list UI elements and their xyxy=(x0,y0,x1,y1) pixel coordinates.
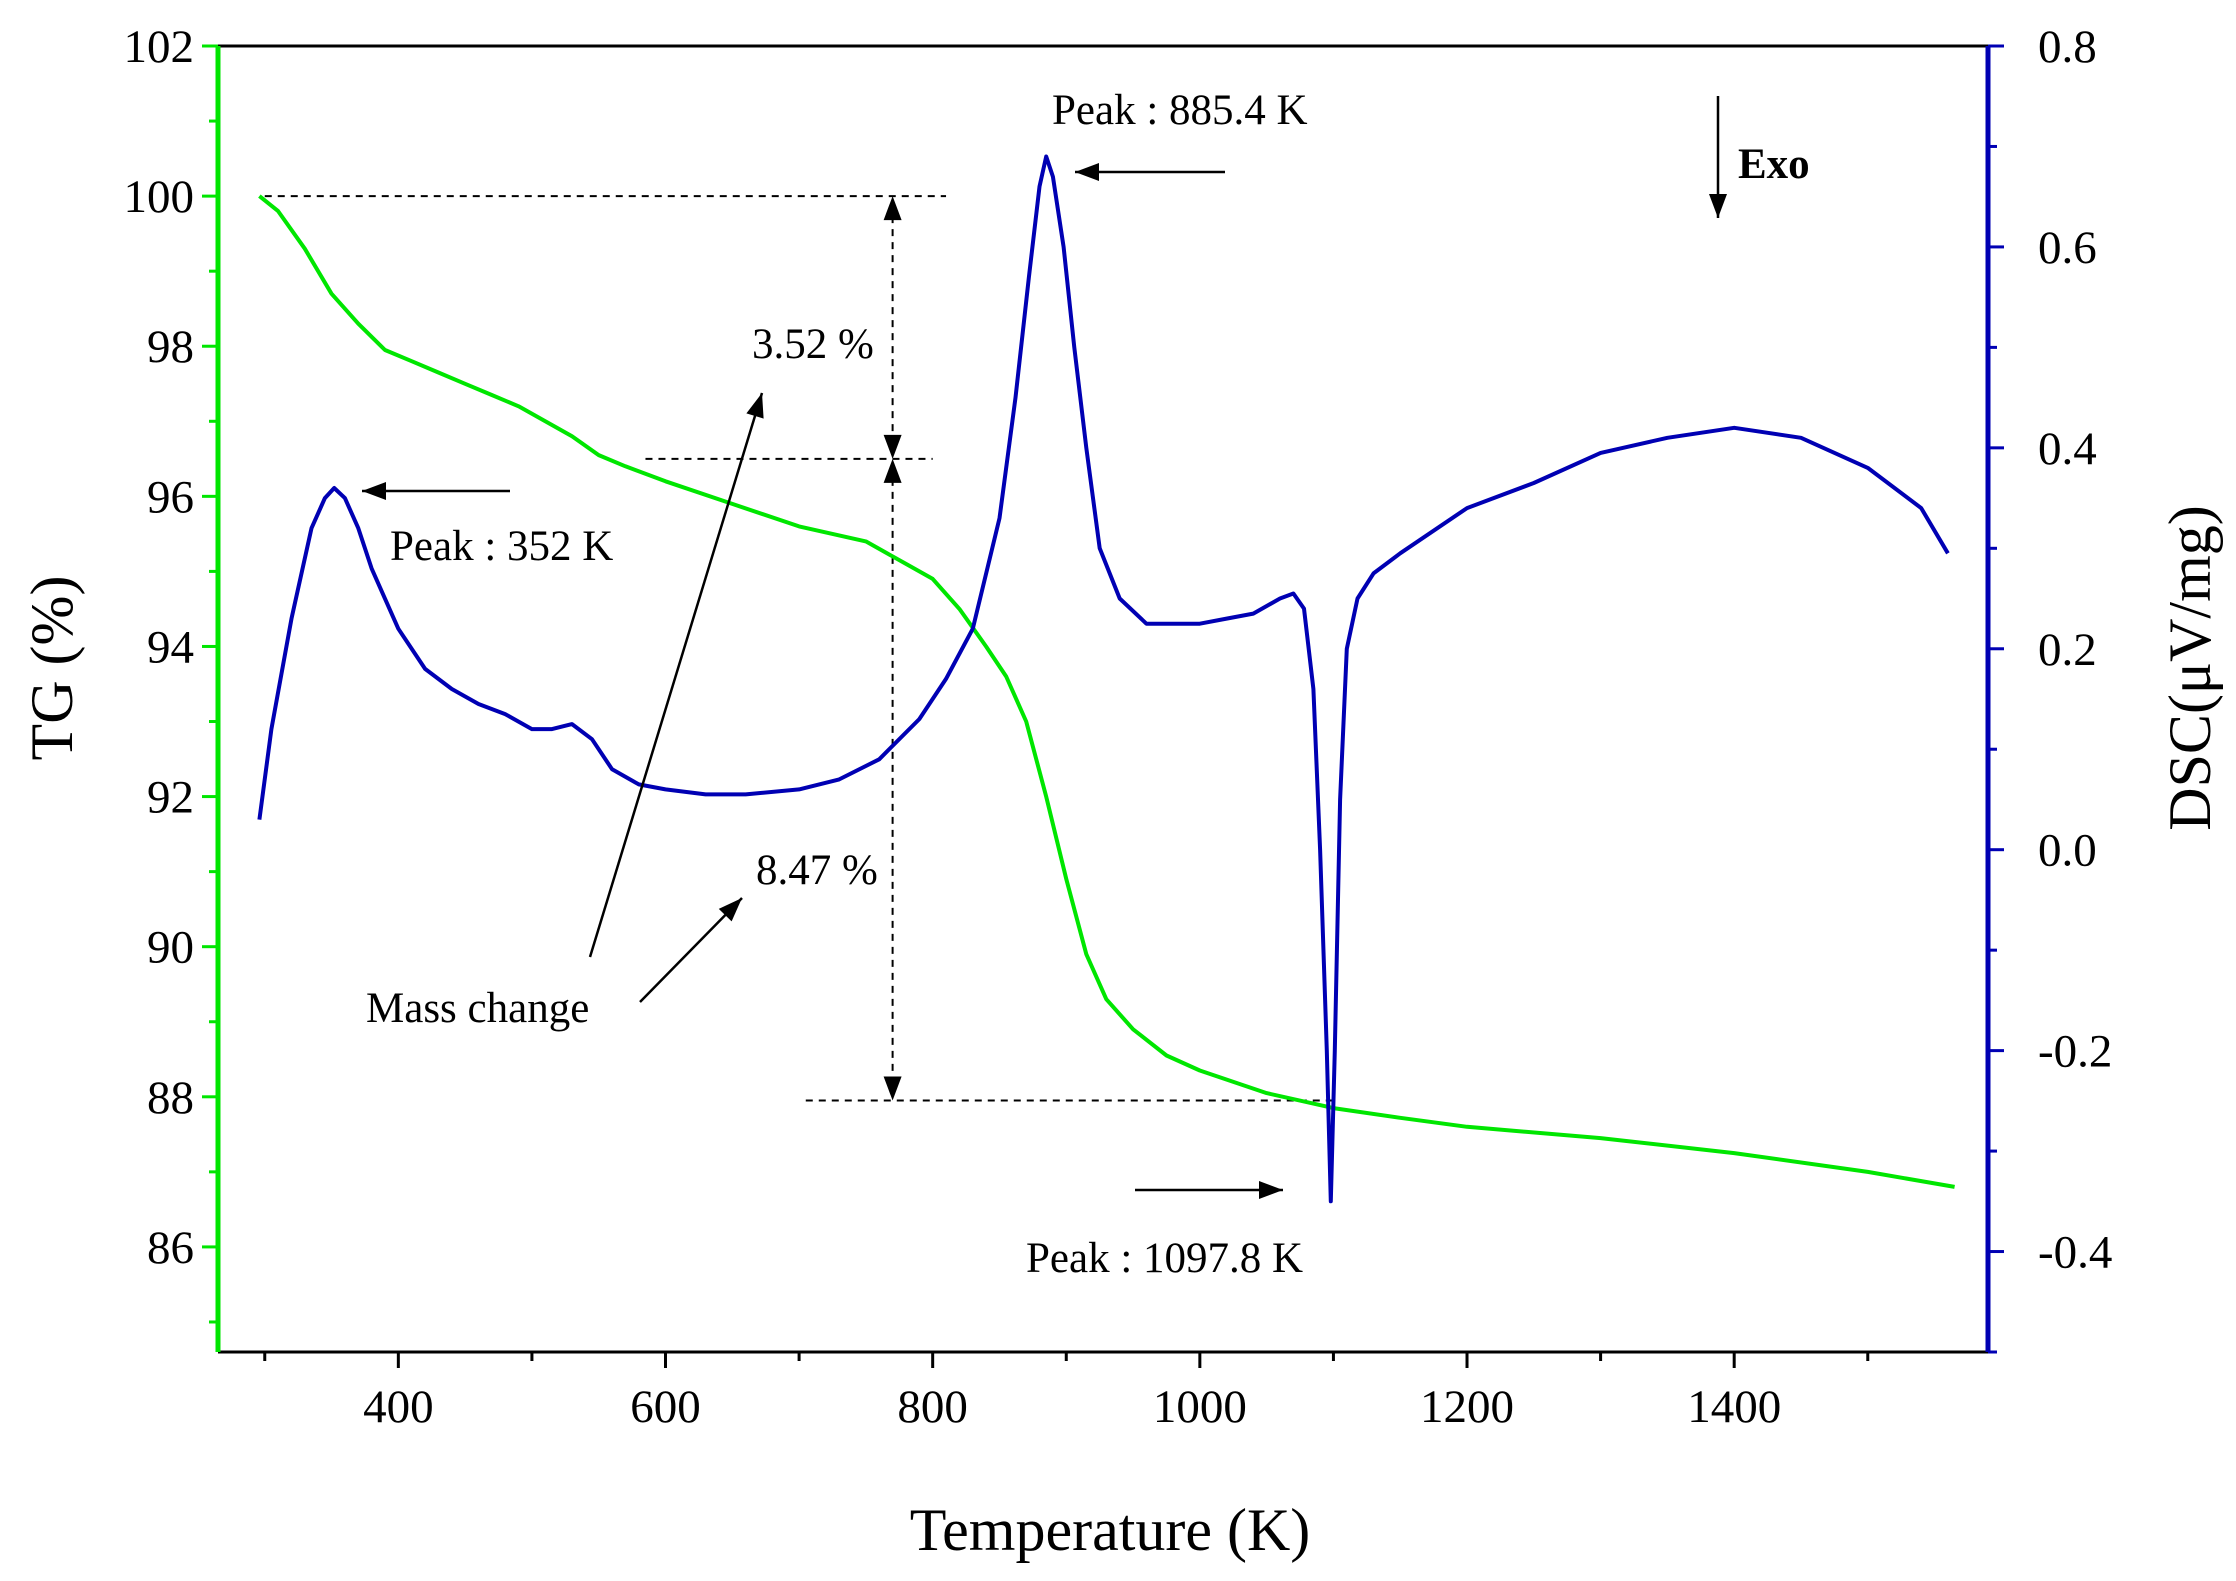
y-right-tick-label: 0.4 xyxy=(2038,423,2097,475)
y-left-axis-title: TG (%) xyxy=(19,576,85,761)
x-axis-title: Temperature (K) xyxy=(910,1497,1311,1563)
mass-change-2-label: 8.47 % xyxy=(756,847,878,894)
y-left-tick-label: 98 xyxy=(147,321,194,373)
y-left-tick-label: 96 xyxy=(147,471,194,523)
mass-change-1-label: 3.52 % xyxy=(752,321,874,368)
axes xyxy=(202,44,2004,1368)
series-line-tg xyxy=(258,194,1955,1189)
peak-352-arrow-head xyxy=(362,482,386,500)
mass-change-arrow-2-head xyxy=(718,898,742,922)
peak-885-label: Peak : 885.4 K xyxy=(1052,87,1308,134)
x-tick-label: 1400 xyxy=(1687,1381,1781,1433)
y-left-tick-label: 102 xyxy=(124,21,195,73)
y-left-tick-label: 90 xyxy=(147,922,194,974)
x-tick-label: 800 xyxy=(897,1381,968,1433)
y-right-tick-label: 0.8 xyxy=(2038,21,2097,73)
y-right-tick-label: 0.6 xyxy=(2038,222,2097,274)
y-right-tick-label: -0.4 xyxy=(2038,1227,2112,1279)
y-left-tick-label: 88 xyxy=(147,1072,194,1124)
y-left-tick-label: 92 xyxy=(147,772,194,824)
dim-arrowhead xyxy=(883,434,902,459)
peak-352-label: Peak : 352 K xyxy=(390,523,613,570)
y-left-tick-label: 86 xyxy=(147,1222,194,1274)
dim-arrowhead xyxy=(883,458,902,483)
series-lines xyxy=(257,154,1955,1204)
mass-change-arrow-1-head xyxy=(746,393,764,419)
reference-lines xyxy=(264,195,1334,1102)
peak-1097-label: Peak : 1097.8 K xyxy=(1026,1235,1303,1282)
x-tick-label: 600 xyxy=(630,1381,701,1433)
series-line-dsc xyxy=(257,154,1950,1204)
y-right-tick-label: -0.2 xyxy=(2038,1026,2112,1078)
x-tick-label: 1000 xyxy=(1153,1381,1247,1433)
x-tick-label: 1200 xyxy=(1420,1381,1514,1433)
y-left-tick-label: 100 xyxy=(124,171,195,223)
y-right-tick-label: 0.2 xyxy=(2038,624,2097,676)
mass-change-arrow-2 xyxy=(639,897,743,1003)
y-right-axis-title: DSC(μV/mg) xyxy=(2157,505,2223,831)
exo-arrow-head xyxy=(1709,194,1727,218)
annotations: Peak : 352 K Peak : 885.4 K Peak : 1097.… xyxy=(362,87,1810,1282)
mass-change-text: Mass change xyxy=(366,985,589,1032)
peak-1097-arrow-head xyxy=(1259,1181,1283,1199)
tick-labels: 400 600 800 1000 1200 1400 86 88 90 92 94 96 98 100 10… xyxy=(124,21,2113,1433)
exo-label: Exo xyxy=(1738,141,1810,188)
y-left-tick-label: 94 xyxy=(147,621,194,673)
dim-arrowhead xyxy=(883,196,902,221)
mass-change-arrow-1 xyxy=(588,392,764,958)
x-tick-label: 400 xyxy=(363,1381,434,1433)
y-right-tick-label: 0.0 xyxy=(2038,825,2097,877)
dim-arrowhead xyxy=(883,1076,902,1101)
peak-885-arrow-head xyxy=(1075,163,1099,181)
